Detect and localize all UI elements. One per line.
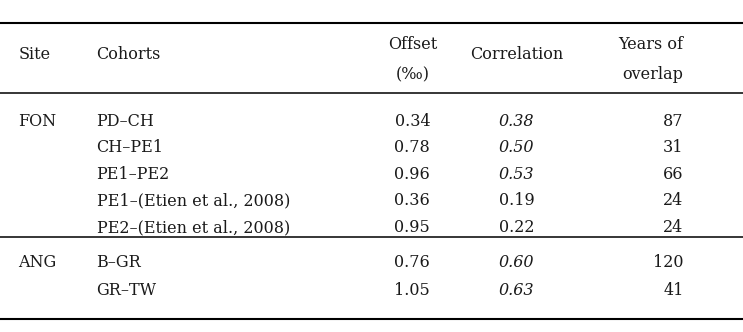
Text: Offset: Offset	[388, 36, 437, 53]
Text: 0.96: 0.96	[395, 166, 430, 183]
Text: 0.53: 0.53	[499, 166, 534, 183]
Text: PE1–(Etien et al., 2008): PE1–(Etien et al., 2008)	[97, 192, 290, 209]
Text: 0.19: 0.19	[499, 192, 534, 209]
Text: CH–PE1: CH–PE1	[97, 139, 163, 156]
Text: 31: 31	[663, 139, 684, 156]
Text: Site: Site	[19, 46, 51, 63]
Text: 0.34: 0.34	[395, 113, 430, 130]
Text: 0.63: 0.63	[499, 282, 534, 299]
Text: ANG: ANG	[19, 254, 56, 271]
Text: 24: 24	[663, 192, 684, 209]
Text: PE1–PE2: PE1–PE2	[97, 166, 170, 183]
Text: (‰): (‰)	[395, 66, 429, 83]
Text: Years of: Years of	[619, 36, 684, 53]
Text: Correlation: Correlation	[470, 46, 563, 63]
Text: FON: FON	[19, 113, 56, 130]
Text: 0.76: 0.76	[395, 254, 430, 271]
Text: 0.22: 0.22	[499, 219, 534, 236]
Text: PE2–(Etien et al., 2008): PE2–(Etien et al., 2008)	[97, 219, 290, 236]
Text: 0.38: 0.38	[499, 113, 534, 130]
Text: Cohorts: Cohorts	[97, 46, 161, 63]
Text: 66: 66	[663, 166, 684, 183]
Text: 0.50: 0.50	[499, 139, 534, 156]
Text: overlap: overlap	[623, 66, 684, 83]
Text: 87: 87	[663, 113, 684, 130]
Text: B–GR: B–GR	[97, 254, 141, 271]
Text: 0.36: 0.36	[395, 192, 430, 209]
Text: 1.05: 1.05	[395, 282, 430, 299]
Text: PD–CH: PD–CH	[97, 113, 155, 130]
Text: 0.95: 0.95	[395, 219, 430, 236]
Text: 24: 24	[663, 219, 684, 236]
Text: GR–TW: GR–TW	[97, 282, 157, 299]
Text: 0.60: 0.60	[499, 254, 534, 271]
Text: 120: 120	[653, 254, 684, 271]
Text: 41: 41	[663, 282, 684, 299]
Text: 0.78: 0.78	[395, 139, 430, 156]
